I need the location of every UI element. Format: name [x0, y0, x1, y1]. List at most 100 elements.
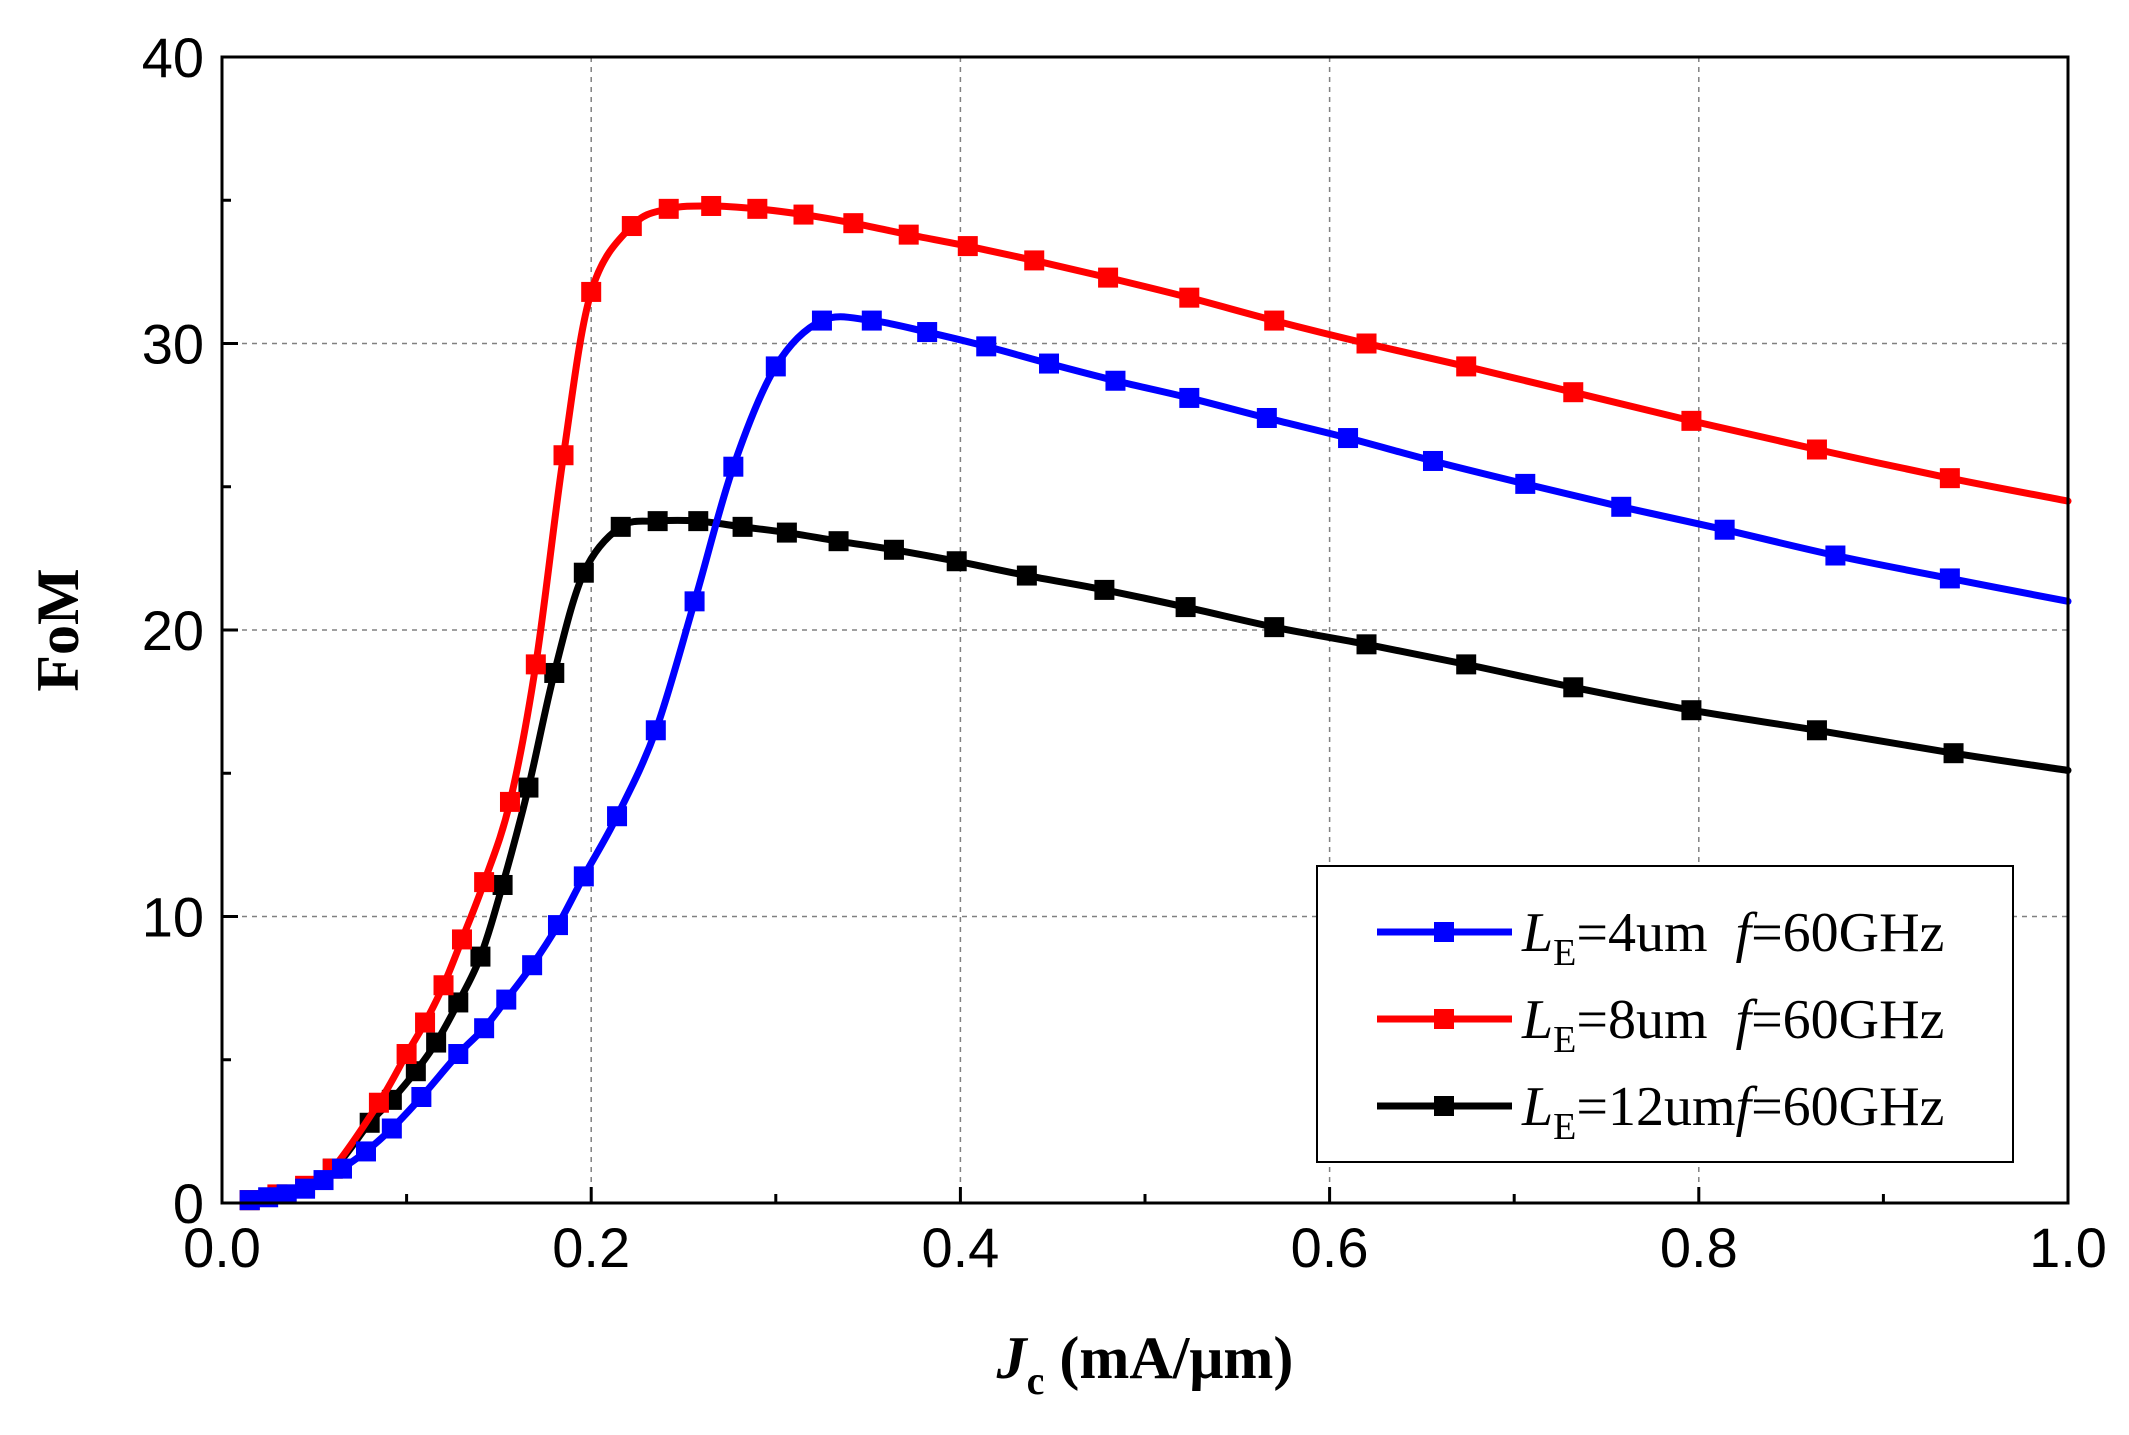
data-point: [1456, 654, 1477, 675]
data-point: [843, 213, 864, 234]
data-point: [701, 195, 722, 216]
data-point: [861, 310, 882, 331]
data-point: [492, 874, 513, 895]
data-point: [474, 872, 495, 893]
data-point: [451, 929, 472, 950]
x-tick-label: 0.0: [183, 1216, 261, 1279]
legend-box: [1316, 865, 2014, 1163]
data-point: [684, 591, 705, 612]
x-axis-title: Jc (mA/μm): [996, 1325, 1294, 1403]
x-axis-title-symbol: J: [996, 1325, 1029, 1391]
data-point: [793, 204, 814, 225]
data-point: [1515, 473, 1536, 494]
data-point: [1179, 287, 1200, 308]
data-point: [396, 1044, 417, 1065]
axis-tick-labels: 0.0 0.2 0.4 0.6 0.8 1.0 0 10 20 30 40: [142, 26, 2107, 1279]
y-tick-label: 0: [173, 1172, 204, 1235]
data-point: [1098, 267, 1119, 288]
data-point: [1105, 370, 1126, 391]
data-point: [1264, 310, 1285, 331]
data-point: [1175, 597, 1196, 618]
legend-marker-swatch: [1434, 1009, 1454, 1029]
legend: LE=4um f=60GHz LE=8um f=60GHz LE=12umf=60G…: [1316, 865, 2014, 1163]
data-point: [1356, 634, 1377, 655]
data-point: [1338, 428, 1359, 449]
data-point: [1681, 410, 1702, 431]
data-point: [645, 720, 666, 741]
x-tick-label: 0.4: [921, 1216, 999, 1279]
data-point: [553, 445, 574, 466]
data-point: [946, 551, 967, 572]
data-point: [957, 236, 978, 257]
x-tick-label: 1.0: [2029, 1216, 2107, 1279]
data-point: [723, 456, 744, 477]
y-tick-label: 10: [142, 886, 204, 949]
data-point: [1422, 450, 1443, 471]
data-point: [811, 310, 832, 331]
legend-label: LE=12umf=60GHz: [1521, 1076, 1944, 1148]
data-point: [765, 356, 786, 377]
data-point: [518, 777, 539, 798]
data-point: [1456, 356, 1477, 377]
data-point: [474, 1018, 495, 1039]
data-point: [1179, 387, 1200, 408]
data-point: [747, 198, 768, 219]
y-tick-label: 40: [142, 26, 204, 89]
series-layer: [239, 195, 2072, 1211]
data-point: [1563, 382, 1584, 403]
data-point: [1939, 468, 1960, 489]
data-point: [607, 806, 628, 827]
data-point: [976, 336, 997, 357]
y-tick-label: 30: [142, 313, 204, 376]
data-point: [1611, 496, 1632, 517]
data-point: [732, 516, 753, 537]
data-point: [448, 992, 469, 1013]
data-point: [1714, 519, 1735, 540]
data-point: [883, 539, 904, 560]
legend-item-3: LE=12umf=60GHz: [1377, 1076, 1944, 1148]
axis-ticks: [220, 55, 2070, 1205]
data-point: [313, 1170, 334, 1191]
y-tick-label: 20: [142, 599, 204, 662]
legend-label: LE=4um f=60GHz: [1521, 902, 1944, 974]
data-point: [573, 562, 594, 583]
data-point: [547, 915, 568, 936]
x-axis-title-unit: (mA/μm): [1044, 1325, 1293, 1391]
data-point: [647, 511, 668, 532]
data-point: [499, 791, 520, 812]
data-point: [405, 1061, 426, 1082]
data-point: [426, 1032, 447, 1053]
legend-item-1: LE=4um f=60GHz: [1377, 902, 1944, 974]
legend-marker-swatch: [1434, 1096, 1454, 1116]
x-tick-label: 0.8: [1660, 1216, 1738, 1279]
data-point: [1825, 545, 1846, 566]
data-point: [828, 531, 849, 552]
data-point: [658, 198, 679, 219]
data-point: [1939, 568, 1960, 589]
data-point: [1806, 439, 1827, 460]
data-point: [1681, 700, 1702, 721]
data-point: [1024, 250, 1045, 271]
data-point: [1943, 743, 1964, 764]
x-tick-label: 0.2: [552, 1216, 630, 1279]
data-point: [470, 946, 491, 967]
data-point: [239, 1190, 260, 1211]
data-point: [1039, 353, 1060, 374]
data-point: [1094, 579, 1115, 600]
data-point: [1806, 720, 1827, 741]
y-axis-title: FoM: [25, 568, 91, 691]
legend-item-2: LE=8um f=60GHz: [1377, 989, 1944, 1061]
data-point: [368, 1092, 389, 1113]
data-point: [1016, 565, 1037, 586]
data-point: [295, 1178, 316, 1199]
data-point: [688, 511, 709, 532]
data-point: [355, 1141, 376, 1162]
data-point: [448, 1044, 469, 1065]
data-point: [525, 654, 546, 675]
data-point: [610, 516, 631, 537]
data-point: [276, 1184, 297, 1205]
data-point: [1563, 677, 1584, 698]
legend-marker-swatch: [1434, 922, 1454, 942]
x-axis-title-subscript: c: [1027, 1358, 1045, 1403]
